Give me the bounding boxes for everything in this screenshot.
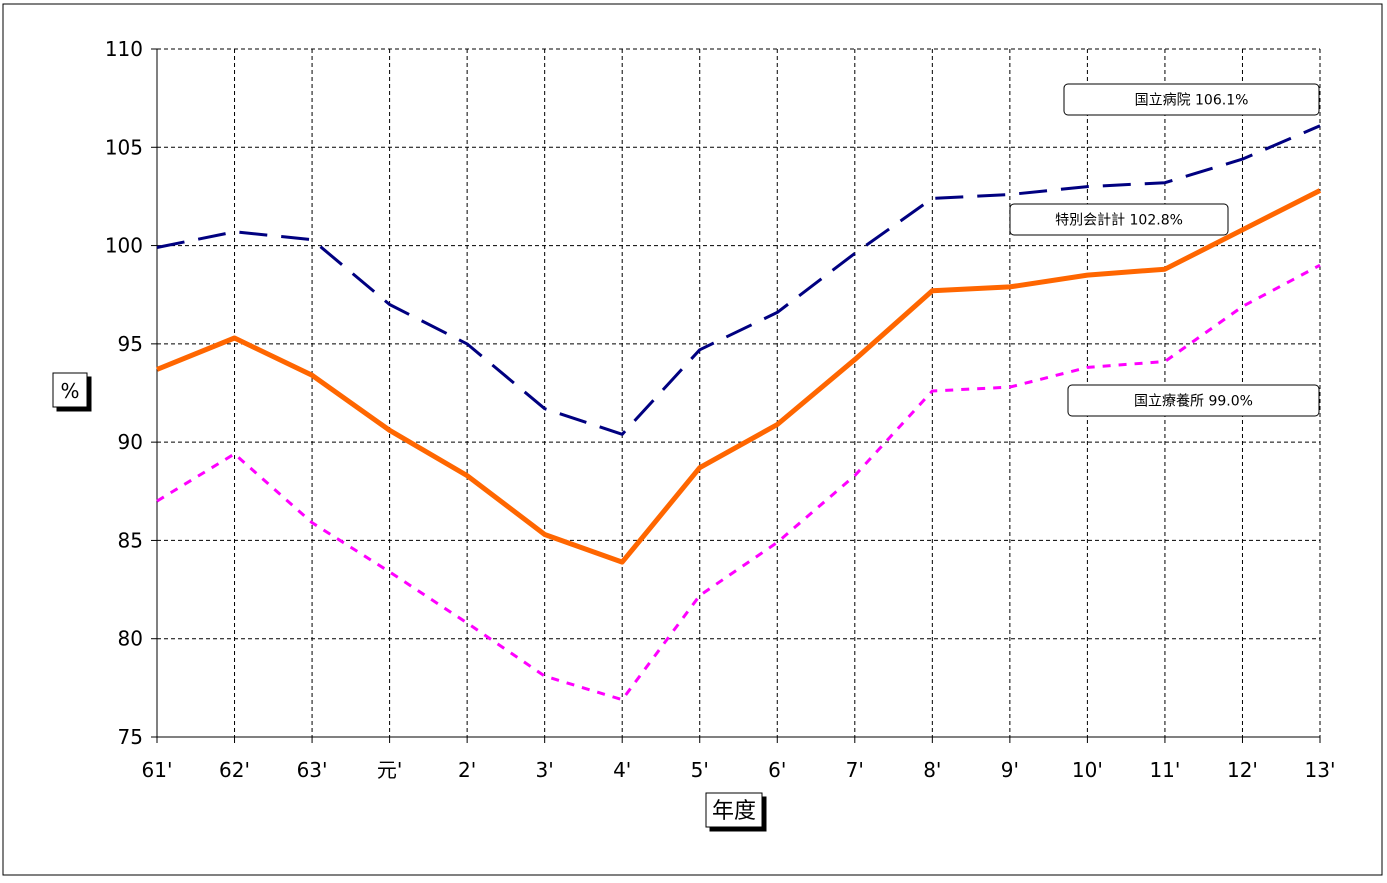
y-axis-label: % (60, 379, 79, 403)
y-tick-label: 75 (118, 725, 143, 749)
x-tick-label: 8' (923, 758, 941, 782)
series-label-text: 特別会計計 102.8% (1055, 213, 1183, 229)
x-tick-label: 63' (297, 758, 328, 782)
x-tick-label: 2' (458, 758, 476, 782)
y-axis-title-box (52, 372, 88, 408)
x-axis-ticks: 61' 62' 63' 元' 2' 3' 4' 5' 6' 7' 8' 9' 10' 11' 12' 13' (142, 737, 1336, 782)
label-box-frame (1067, 384, 1320, 417)
x-tick-label: 62' (219, 758, 250, 782)
series-label-box-1: 特別会計計 102.8% (1009, 203, 1229, 236)
series-line-0 (156, 124, 1321, 436)
series-label-box-0: 国立病院 106.1% (1063, 83, 1320, 116)
label-box-frame (1009, 203, 1229, 236)
x-axis-title-box (705, 792, 763, 828)
series-label-text: 国立療養所 99.0% (1134, 393, 1253, 410)
plot-area (156, 49, 1320, 738)
y-tick-label: 90 (118, 430, 143, 454)
x-tick-label: 5' (691, 758, 709, 782)
label-box-frame (1063, 83, 1320, 116)
x-axis-title: 年度 (705, 792, 763, 828)
x-tick-label: 10' (1072, 758, 1103, 782)
x-tick-label: 4' (613, 758, 631, 782)
x-tick-label: 9' (1001, 758, 1019, 782)
series-line-1 (156, 188, 1322, 565)
x-tick-label: 61' (142, 758, 173, 782)
x-tick-label: 元' (377, 758, 403, 782)
series-labels: 国立病院 106.1% 特別会計計 102.8% 国立療養所 99.0% (1009, 83, 1320, 417)
y-tick-label: 100 (105, 234, 143, 258)
x-tick-label: 12' (1227, 758, 1258, 782)
y-tick-label: 105 (105, 135, 143, 159)
series-group (156, 124, 1322, 702)
x-tick-label: 7' (846, 758, 864, 782)
y-tick-label: 110 (105, 37, 143, 61)
x-tick-label: 3' (536, 758, 554, 782)
series-label-text: 国立病院 106.1% (1135, 93, 1249, 109)
series-line-2 (156, 263, 1321, 702)
x-tick-label: 13' (1305, 758, 1336, 782)
chart-frame (2, 3, 1383, 876)
series-label-box-2: 国立療養所 99.0% (1067, 384, 1320, 417)
y-axis-title: % (52, 372, 88, 408)
y-axis-ticks: 75 80 85 90 95 100 105 110 (105, 37, 157, 749)
x-tick-label: 6' (768, 758, 786, 782)
axis-titles: % 年度 (52, 372, 763, 828)
y-tick-label: 85 (118, 528, 143, 552)
x-tick-label: 11' (1149, 758, 1180, 782)
x-axis-label: 年度 (712, 799, 756, 824)
y-tick-label: 80 (118, 627, 143, 651)
y-tick-label: 95 (118, 332, 143, 356)
